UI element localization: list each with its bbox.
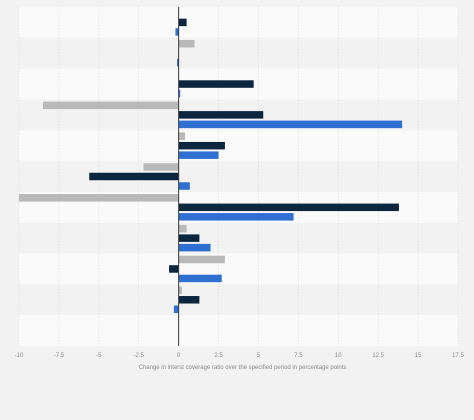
category-band [19, 315, 458, 346]
bar [178, 243, 211, 252]
bar [178, 18, 187, 27]
bar [177, 58, 179, 67]
category-band [19, 130, 458, 162]
x-tick-label: 15 [415, 353, 422, 359]
bar [178, 151, 219, 159]
x-tick-labels: -10 -7.5 -5 -2.5 0 2.5 5 7.5 10 12.5 15 17.5 [15, 353, 465, 359]
category-band [19, 222, 458, 254]
x-tick-label: -7.5 [54, 353, 65, 359]
x-tick-label: 2.5 [214, 353, 223, 359]
category-band [19, 253, 458, 285]
bar [178, 120, 403, 129]
category-band [19, 37, 458, 69]
bar [178, 203, 399, 212]
bar [178, 234, 200, 242]
bar [178, 111, 264, 119]
bar [178, 80, 254, 88]
x-tick-label: 7.5 [294, 353, 303, 359]
bar [143, 163, 179, 171]
bar [178, 141, 225, 150]
category-band [19, 284, 458, 316]
category-band [19, 7, 458, 38]
category-band [19, 161, 458, 192]
bar [42, 101, 179, 110]
bar [173, 305, 179, 314]
bar [178, 255, 225, 264]
x-tick-label: 0 [177, 353, 181, 359]
bar [178, 296, 200, 304]
x-tick-label: 5 [257, 353, 261, 359]
x-tick-label: -2.5 [134, 353, 145, 359]
bar [178, 286, 182, 295]
x-tick-label: 10 [335, 353, 342, 359]
x-tick-label: -10 [15, 353, 24, 359]
x-tick-label: 12.5 [372, 353, 384, 359]
x-axis-title: Change in interst coverage ratio over th… [139, 365, 347, 371]
x-tick-label: -5 [96, 353, 102, 359]
bar [175, 28, 179, 36]
x-tick-label: 17.5 [452, 353, 464, 359]
bars [19, 18, 403, 314]
bar [178, 213, 294, 221]
bar [178, 132, 186, 140]
bar [178, 89, 181, 98]
bar [178, 39, 195, 48]
bar [178, 274, 222, 283]
bar [89, 172, 179, 181]
bar [19, 194, 179, 202]
category-bands [19, 7, 458, 346]
bar [178, 224, 187, 233]
bar [169, 265, 179, 273]
bar [178, 182, 190, 190]
